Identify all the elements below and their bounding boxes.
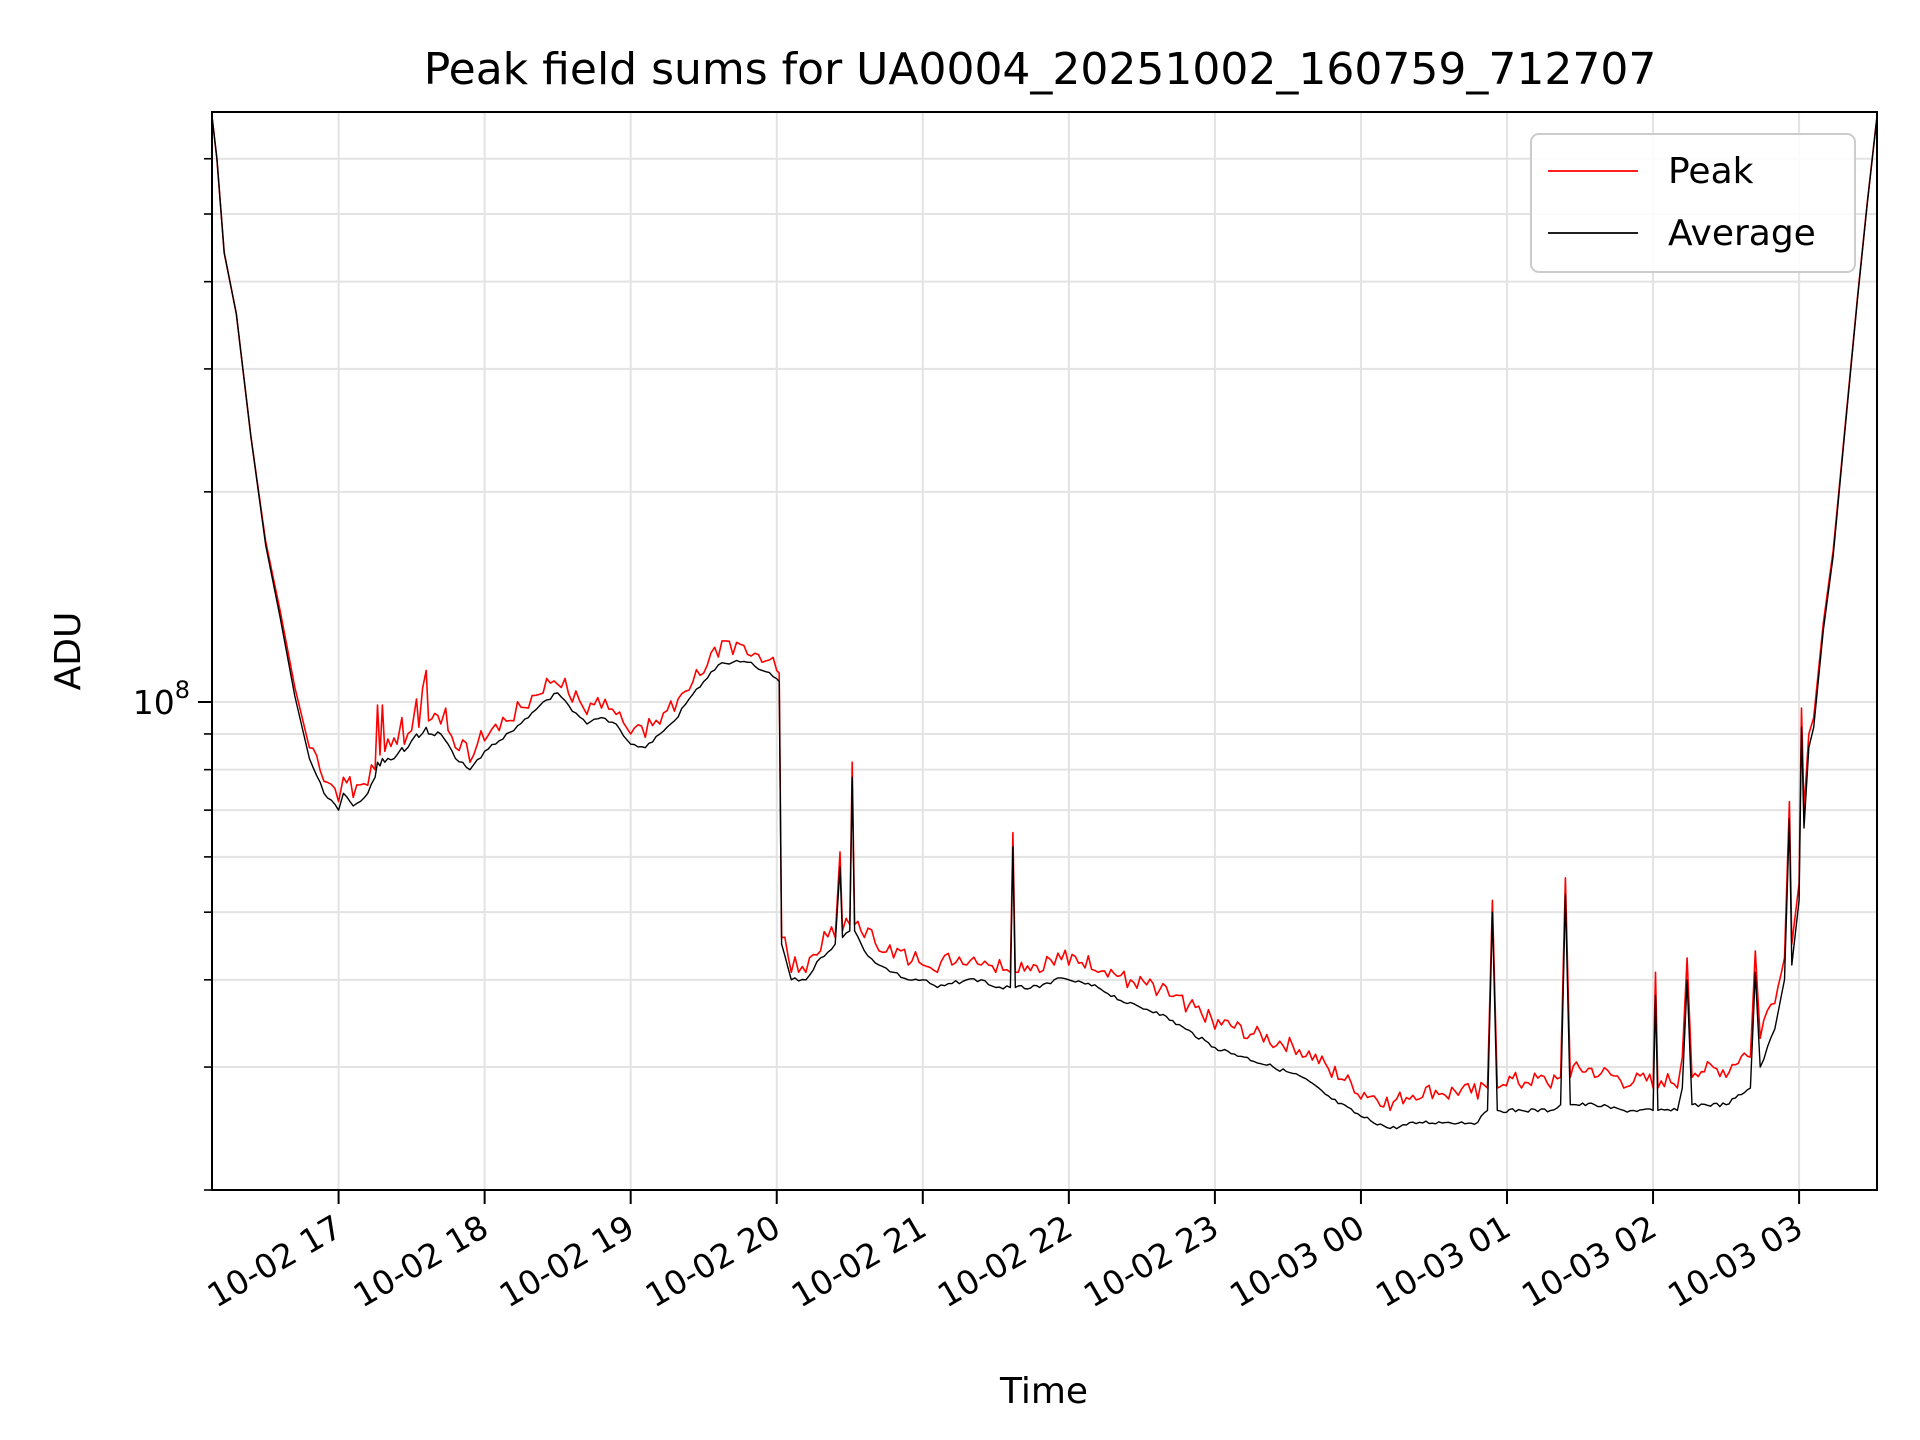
plot-frame — [211, 111, 1878, 1191]
x-tick-label: 10-02 23 — [1077, 1207, 1225, 1315]
y-tick-label: 108 — [133, 676, 190, 722]
x-axis-label: Time — [999, 1371, 1088, 1412]
plot-lines — [211, 116, 1878, 1130]
y-axis-label: ADU — [48, 612, 89, 691]
x-tick-label: 10-03 03 — [1661, 1207, 1809, 1315]
gridlines — [212, 112, 1877, 1191]
series-line-average — [211, 116, 1878, 1130]
x-tick-label: 10-03 02 — [1515, 1207, 1663, 1315]
x-tick-label: 10-02 22 — [931, 1207, 1079, 1315]
x-tick-label: 10-02 17 — [201, 1207, 349, 1315]
x-tick-label: 10-03 00 — [1223, 1207, 1371, 1315]
x-tick-label: 10-02 18 — [347, 1207, 495, 1315]
chart-title: Peak field sums for UA0004_20251002_1607… — [424, 44, 1657, 95]
series-line-peak — [211, 116, 1878, 1112]
legend-box — [1530, 133, 1856, 273]
legend-average-label: Average — [1668, 213, 1816, 254]
x-tick-label: 10-02 19 — [493, 1207, 641, 1315]
x-tick-label: 10-02 21 — [785, 1207, 933, 1315]
legend-peak-label: Peak — [1668, 151, 1754, 192]
x-tick-label: 10-02 20 — [639, 1207, 787, 1315]
x-tick-label: 10-03 01 — [1369, 1207, 1517, 1315]
legend: Peak Average — [1530, 133, 1856, 273]
